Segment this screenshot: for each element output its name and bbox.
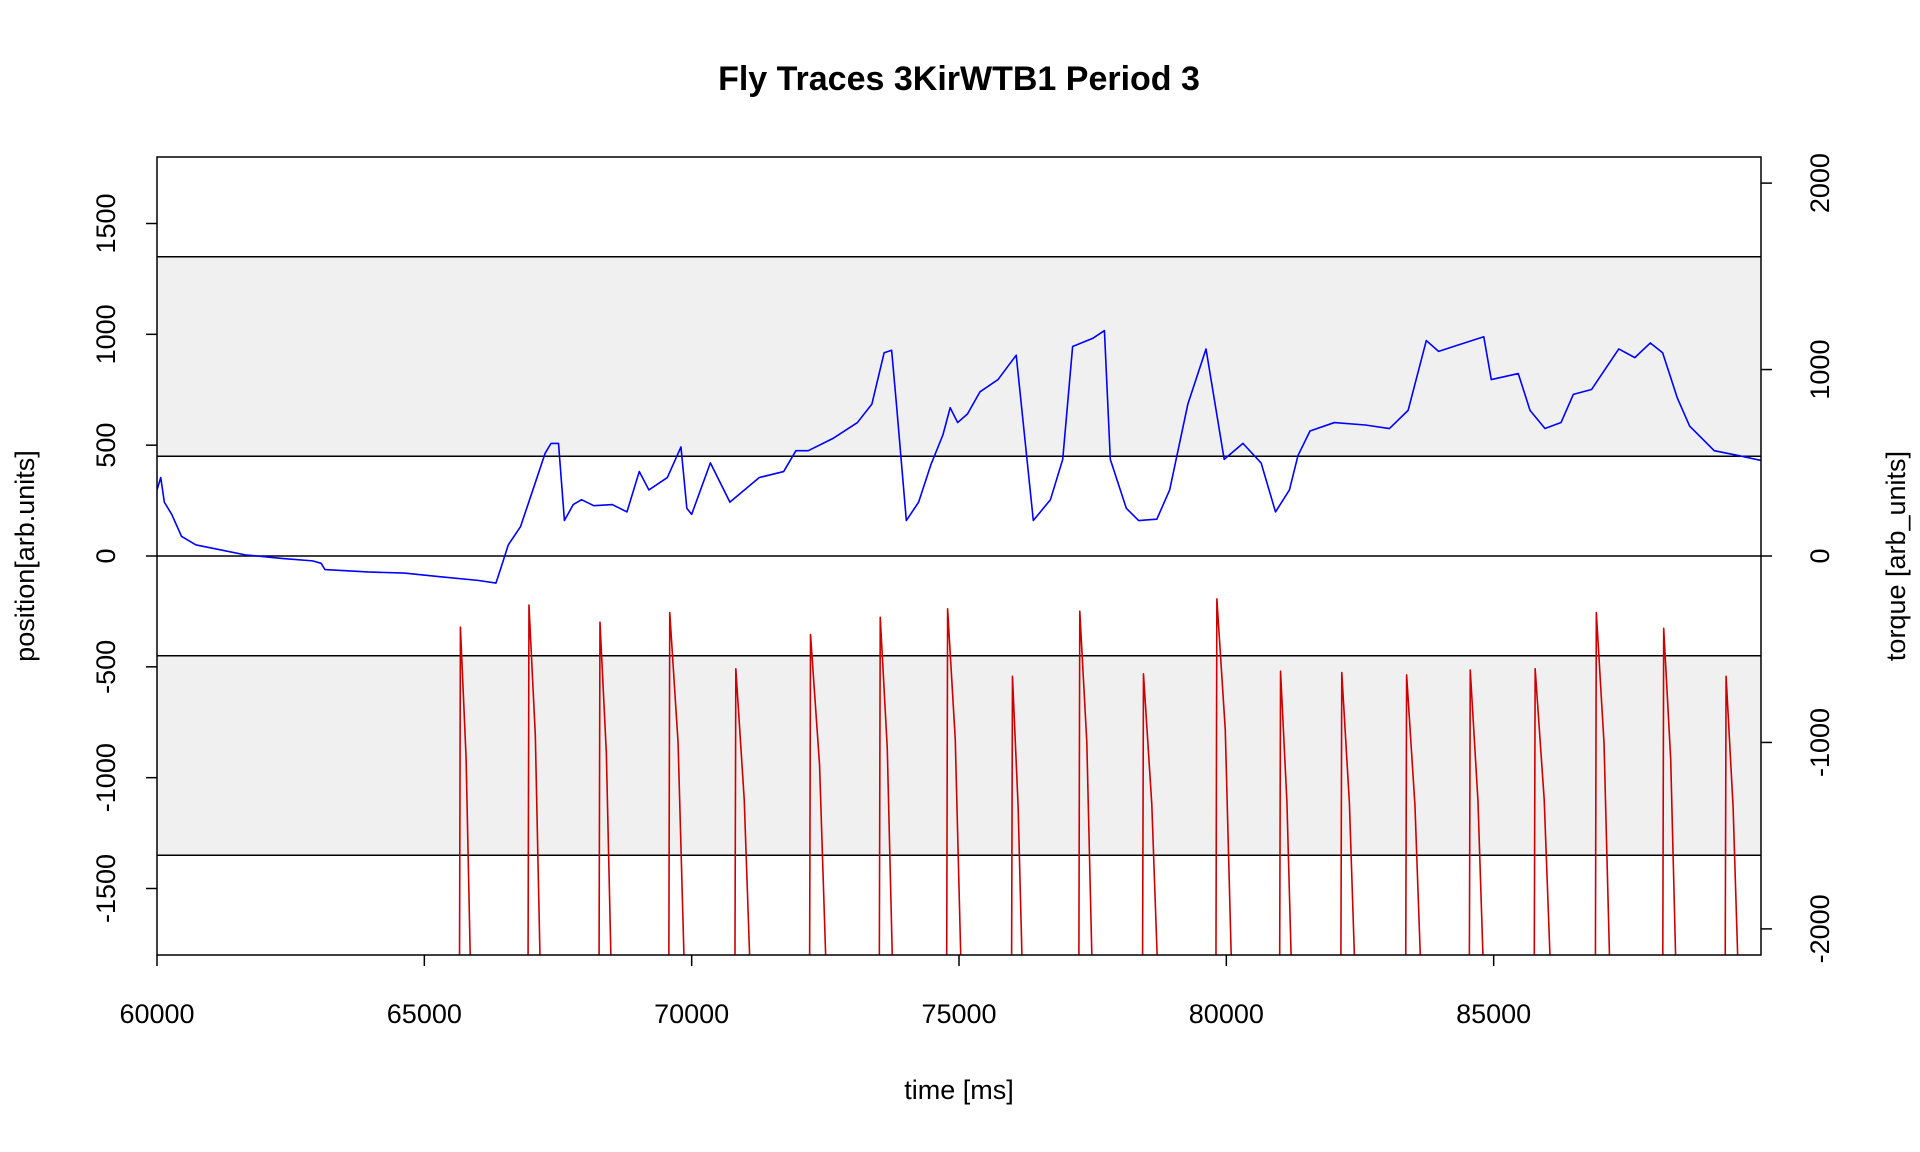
y-axis-label: position[arb.units] [10, 450, 40, 662]
x-tick-label: 75000 [921, 999, 996, 1029]
x-tick-label: 60000 [119, 999, 194, 1029]
plot-area [157, 329, 1761, 955]
y2-tick-label: 1000 [1805, 340, 1835, 400]
x-tick-label: 65000 [387, 999, 462, 1029]
y-tick-label: 500 [91, 423, 121, 468]
chart-title: Fly Traces 3KirWTB1 Period 3 [718, 60, 1200, 98]
y2-axis-label: torque [arb_units] [1881, 451, 1911, 661]
y2-tick-label: 0 [1805, 548, 1835, 563]
y2-tick-label: -1000 [1805, 708, 1835, 777]
y-tick-label: -1000 [91, 743, 121, 812]
y2-tick-label: -2000 [1805, 894, 1835, 963]
x-tick-label: 85000 [1456, 999, 1531, 1029]
x-tick-label: 80000 [1189, 999, 1264, 1029]
y-tick-label: -1500 [91, 854, 121, 923]
y-tick-label: -500 [91, 640, 121, 694]
x-tick-label: 70000 [654, 999, 729, 1029]
y-tick-label: 0 [91, 548, 121, 563]
series-line [458, 598, 1739, 955]
plot-background [157, 256, 1761, 856]
x-axis-label: time [ms] [904, 1075, 1014, 1105]
y-tick-label: 1000 [91, 304, 121, 364]
band [157, 655, 1761, 856]
band [157, 256, 1761, 457]
series-line [157, 329, 1761, 584]
y2-tick-label: 2000 [1805, 153, 1835, 213]
y-tick-label: 1500 [91, 193, 121, 253]
